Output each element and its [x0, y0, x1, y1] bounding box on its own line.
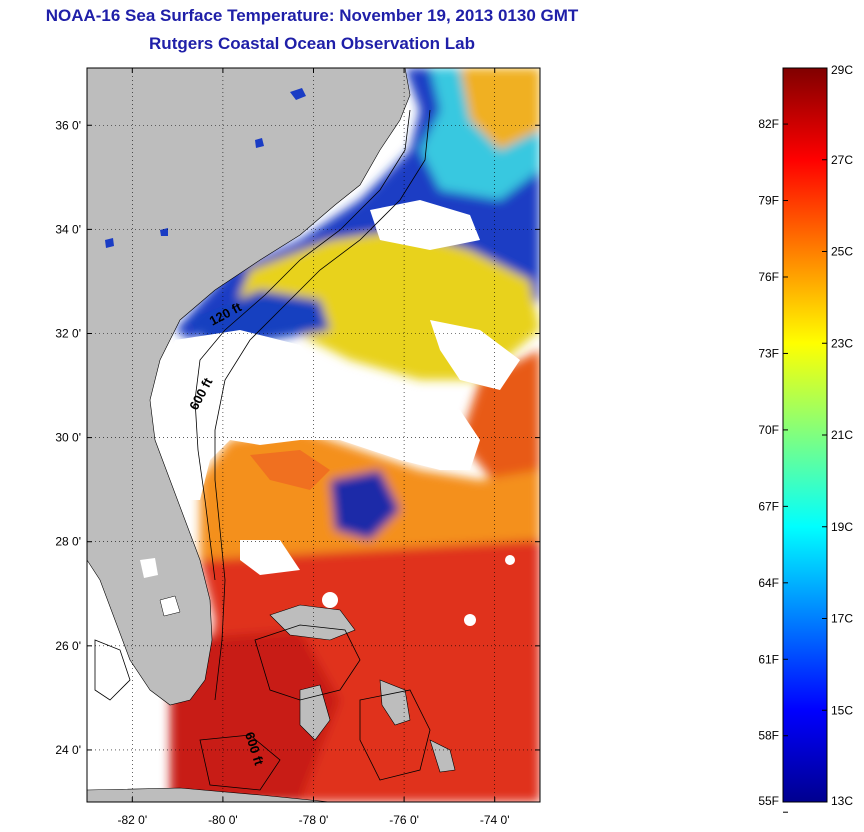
- fahrenheit-tick-label: 76F: [758, 270, 779, 284]
- land-cuba: [87, 787, 331, 802]
- land-mainland: [87, 68, 411, 706]
- lat-tick-label: 24 0': [55, 743, 81, 757]
- lat-tick-label: 36 0': [55, 118, 81, 132]
- lake-okeechobee: [159, 595, 181, 617]
- celsius-tick-label: 19C: [831, 520, 853, 534]
- celsius-tick-label: 15C: [831, 703, 853, 717]
- fahrenheit-tick-label: 64F: [758, 576, 779, 590]
- celsius-tick-label: 25C: [831, 245, 853, 259]
- fahrenheit-tick-label: 82F: [758, 117, 779, 131]
- fahrenheit-tick-label: 73F: [758, 346, 779, 360]
- lon-tick-label: -74 0': [480, 813, 510, 827]
- colorbar-gradient: [782, 67, 828, 803]
- bahamas-islands: [269, 604, 456, 773]
- lat-tick-label: 32 0': [55, 326, 81, 340]
- fahrenheit-tick-label: 70F: [758, 423, 779, 437]
- fahrenheit-tick-label: 67F: [758, 499, 779, 513]
- sst-cold-patch: [330, 470, 400, 540]
- sst-warm-north: [460, 68, 540, 150]
- contour-bahamas: [254, 624, 361, 701]
- lat-tick-label: 34 0': [55, 222, 81, 236]
- lake: [160, 228, 168, 236]
- celsius-tick-label: 27C: [831, 153, 853, 167]
- lat-tick-label: 30 0': [55, 431, 81, 445]
- fahrenheit-tick-label: 61F: [758, 652, 779, 666]
- contour-keys: [94, 639, 131, 701]
- lon-tick-label: -78 0': [299, 813, 329, 827]
- map-title: NOAA-16 Sea Surface Temperature: Novembe…: [45, 6, 579, 25]
- fahrenheit-tick-label: 55F: [758, 794, 779, 808]
- celsius-tick-label: 23C: [831, 336, 853, 350]
- celsius-tick-label: 13C: [831, 794, 853, 808]
- lake: [290, 88, 306, 100]
- lon-tick-label: -82 0': [117, 813, 147, 827]
- temperature-colorbar: 29C 27C 25C 23C 21C 19C 17C 15C 13C 82F 79F 76F 73F 7…: [758, 63, 853, 813]
- fahrenheit-tick-label: 79F: [758, 194, 779, 208]
- lat-tick-label: 26 0': [55, 639, 81, 653]
- lon-tick-label: -80 0': [208, 813, 238, 827]
- fahrenheit-tick-label: 58F: [758, 729, 779, 743]
- lake: [255, 138, 264, 148]
- isobath-contours: [94, 109, 431, 791]
- lat-tick-label: 28 0': [55, 535, 81, 549]
- contour-bahamas-3: [199, 734, 281, 791]
- contour-bahamas-2: [359, 689, 431, 781]
- lake: [140, 558, 158, 578]
- celsius-tick-label: 17C: [831, 612, 853, 626]
- lon-tick-label: -76 0': [389, 813, 419, 827]
- sst-gulfstream-core: [170, 630, 340, 802]
- map-subtitle: Rutgers Coastal Ocean Observation Lab: [149, 34, 475, 53]
- celsius-tick-label: 21C: [831, 428, 853, 442]
- lake: [105, 238, 114, 248]
- cloud-mask: [150, 200, 520, 626]
- contour-600ft: [214, 109, 431, 701]
- celsius-tick-label: 29C: [831, 63, 853, 77]
- contour-120ft: [194, 109, 411, 581]
